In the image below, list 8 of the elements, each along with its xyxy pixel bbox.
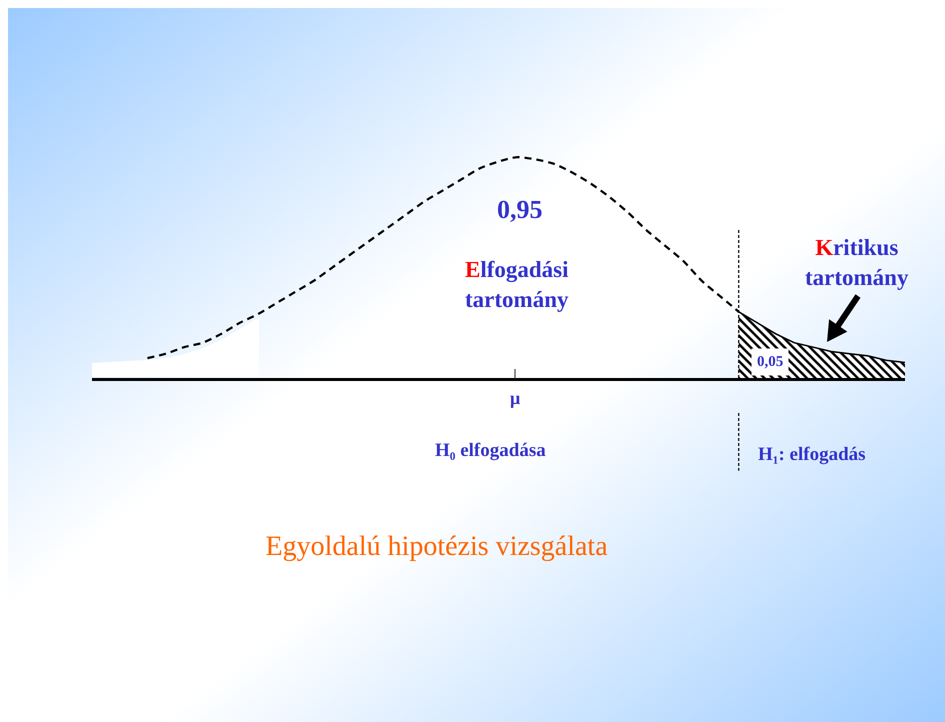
annotation: 0,05 [757, 354, 784, 370]
text: Egyoldalú hipotézis vizsgálata [266, 530, 608, 562]
annotation: Elfogadási tartomány [465, 257, 570, 312]
annotation: 0,95 [497, 195, 542, 224]
annotation: Kritikus tartomány [805, 235, 909, 290]
text: H₁: elfogadás [758, 444, 866, 465]
text: μ [510, 388, 520, 408]
text: H₀ elfogadása [435, 440, 546, 461]
